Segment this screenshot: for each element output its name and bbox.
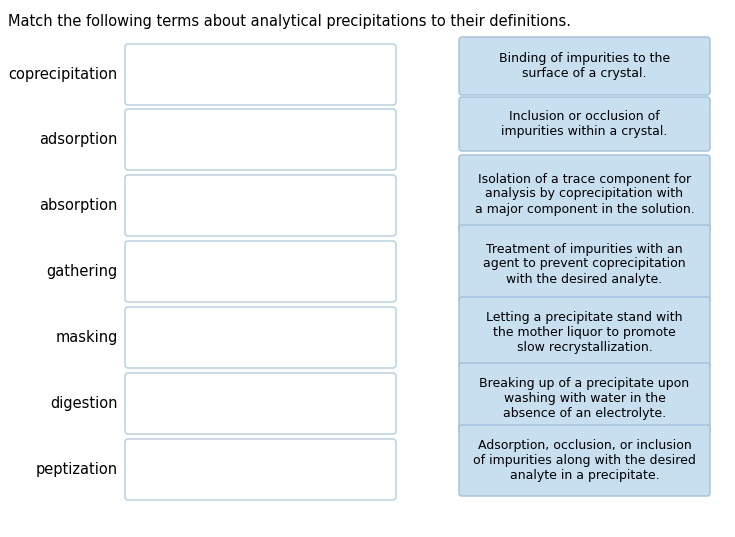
FancyBboxPatch shape xyxy=(125,109,396,170)
Text: Match the following terms about analytical precipitations to their definitions.: Match the following terms about analytic… xyxy=(8,14,571,29)
FancyBboxPatch shape xyxy=(459,155,710,233)
Text: digestion: digestion xyxy=(51,396,118,411)
FancyBboxPatch shape xyxy=(459,225,710,303)
FancyBboxPatch shape xyxy=(125,439,396,500)
Text: peptization: peptization xyxy=(36,462,118,477)
FancyBboxPatch shape xyxy=(125,241,396,302)
FancyBboxPatch shape xyxy=(459,97,710,151)
Text: absorption: absorption xyxy=(40,198,118,213)
Text: adsorption: adsorption xyxy=(40,132,118,147)
FancyBboxPatch shape xyxy=(125,44,396,105)
FancyBboxPatch shape xyxy=(459,425,710,496)
FancyBboxPatch shape xyxy=(125,373,396,434)
FancyBboxPatch shape xyxy=(459,363,710,434)
Text: Adsorption, occlusion, or inclusion
of impurities along with the desired
analyte: Adsorption, occlusion, or inclusion of i… xyxy=(473,439,696,482)
Text: coprecipitation: coprecipitation xyxy=(9,67,118,82)
Text: Inclusion or occlusion of
impurities within a crystal.: Inclusion or occlusion of impurities wit… xyxy=(501,110,667,138)
Text: Isolation of a trace component for
analysis by coprecipitation with
a major comp: Isolation of a trace component for analy… xyxy=(475,172,695,215)
Text: masking: masking xyxy=(56,330,118,345)
FancyBboxPatch shape xyxy=(125,307,396,368)
FancyBboxPatch shape xyxy=(459,297,710,368)
Text: Treatment of impurities with an
agent to prevent coprecipitation
with the desire: Treatment of impurities with an agent to… xyxy=(483,243,686,286)
FancyBboxPatch shape xyxy=(125,175,396,236)
FancyBboxPatch shape xyxy=(459,37,710,95)
Text: Breaking up of a precipitate upon
washing with water in the
absence of an electr: Breaking up of a precipitate upon washin… xyxy=(479,377,689,420)
Text: gathering: gathering xyxy=(47,264,118,279)
Text: Letting a precipitate stand with
the mother liquor to promote
slow recrystalliza: Letting a precipitate stand with the mot… xyxy=(487,311,683,354)
Text: Binding of impurities to the
surface of a crystal.: Binding of impurities to the surface of … xyxy=(499,52,670,80)
